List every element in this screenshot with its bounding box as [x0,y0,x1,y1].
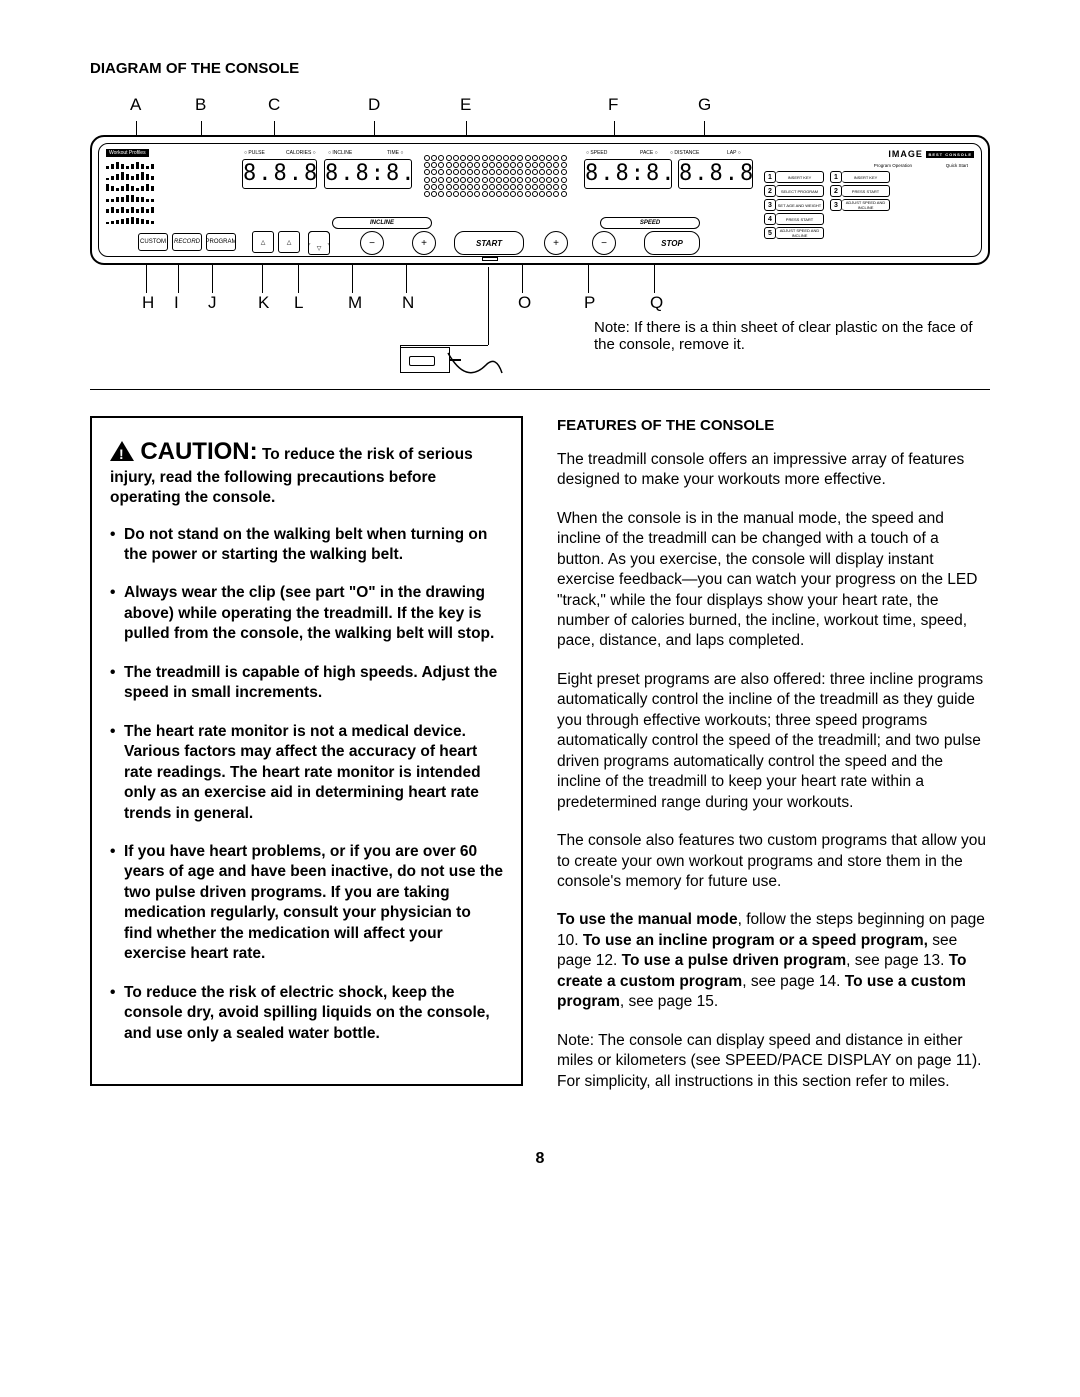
warning-icon [110,441,134,461]
features-heading: FEATURES OF THE CONSOLE [557,416,990,436]
incline-down-button[interactable]: ▽ [308,243,330,255]
speed-label: SPEED [600,217,700,229]
display-speed-pace: 8.8:8.8 [584,159,672,189]
bottom-callout-row: HI J K L M N O P Q [90,293,990,315]
bottom-leader-lines [90,265,990,293]
caution-bullet: The heart rate monitor is not a medical … [110,722,503,824]
section-divider [90,389,990,390]
callout-O: O [518,293,531,313]
callout-H: H [142,293,154,313]
display-incline-time: 8.8:8.8 [324,159,412,189]
caution-box: CAUTION: To reduce the risk of serious i… [90,416,523,1086]
display-distance: 8.8.8 [678,159,753,189]
decrease-button-2[interactable]: − [592,231,616,255]
callout-N: N [402,293,414,313]
key-icon [400,347,450,373]
brand-label: IMAGE BEST CONSOLE [888,149,974,159]
incline-label: INCLINE [332,217,432,229]
callout-J: J [208,293,217,313]
callout-I: I [174,293,179,313]
features-p6: Note: The console can display speed and … [557,1031,990,1092]
console-panel: Workout Profiles ○ PULSE CALORIES ○ ○ IN… [90,135,990,265]
callout-E: E [460,95,471,115]
features-p2: When the console is in the manual mode, … [557,509,990,652]
set-age-button[interactable]: △ [278,231,300,253]
top-leader-lines [90,121,990,135]
diagram-note: Note: If there is a thin sheet of clear … [594,319,994,353]
callout-A: A [130,95,141,115]
features-p1: The treadmill console offers an impressi… [557,450,990,491]
callout-L: L [294,293,303,313]
top-callout-row: A B C D E F G [90,95,990,121]
workout-profile-bars [106,161,154,224]
key-clip-illustration: Note: If there is a thin sheet of clear … [90,315,990,375]
record-button[interactable]: RECORD [172,233,202,251]
cord-icon [446,345,506,385]
features-column: FEATURES OF THE CONSOLE The treadmill co… [557,416,990,1110]
console-diagram: DIAGRAM OF THE CONSOLE A B C D E F G Workout P… [90,60,990,375]
callout-K: K [258,293,269,313]
diagram-heading: DIAGRAM OF THE CONSOLE [90,60,990,77]
features-p4: The console also features two custom pro… [557,831,990,892]
callout-P: P [584,293,595,313]
stop-button[interactable]: STOP [644,231,700,255]
callout-F: F [608,95,618,115]
program-select-button[interactable]: PROGRAM [206,233,236,251]
callout-B: B [195,95,206,115]
profiles-header: Workout Profiles [106,149,149,157]
caution-column: CAUTION: To reduce the risk of serious i… [90,416,523,1110]
custom-program-button[interactable]: CUSTOM [138,233,168,251]
key-slot [482,257,498,261]
callout-M: M [348,293,362,313]
decrease-button[interactable]: − [360,231,384,255]
callout-C: C [268,95,280,115]
features-p5: To use the manual mode, follow the steps… [557,910,990,1012]
caution-bullet: Always wear the clip (see part "O" in th… [110,583,503,644]
callout-Q: Q [650,293,663,313]
caution-heading: CAUTION: To reduce the risk of serious i… [110,436,503,509]
led-track [424,155,567,197]
caution-bullet-list: Do not stand on the walking belt when tu… [110,525,503,1045]
caution-bullet: If you have heart problems, or if you ar… [110,842,503,965]
display-pulse: 8.8.8 [242,159,317,189]
page-number: 8 [90,1150,990,1168]
increase-button[interactable]: + [412,231,436,255]
caution-bullet: Do not stand on the walking belt when tu… [110,525,503,566]
set-weight-button[interactable]: △ [252,231,274,253]
increase-button-2[interactable]: + [544,231,568,255]
callout-D: D [368,95,380,115]
caution-bullet: The treadmill is capable of high speeds.… [110,663,503,704]
start-button[interactable]: START [454,231,524,255]
callout-G: G [698,95,711,115]
features-p3: Eight preset programs are also offered: … [557,670,990,813]
caution-bullet: To reduce the risk of electric shock, ke… [110,983,503,1044]
